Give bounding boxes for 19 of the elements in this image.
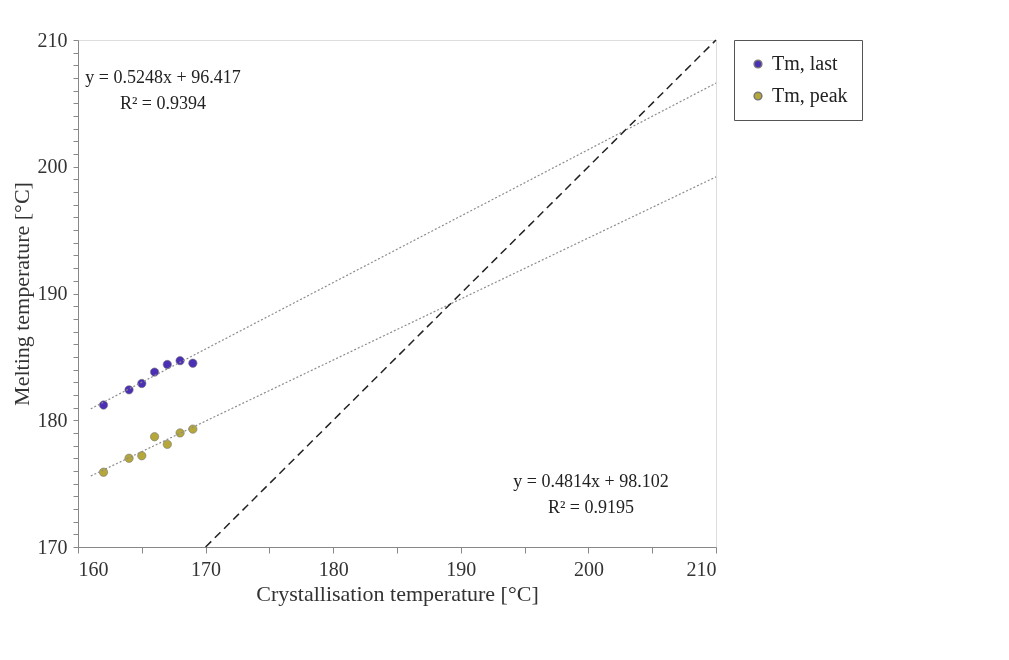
x-tick-label: 160 — [78, 557, 109, 580]
x-tick-label: 200 — [573, 557, 604, 580]
annotation: y = 0.5248x + 96.417 — [85, 67, 241, 87]
x-tick-label: 190 — [446, 557, 477, 580]
legend-label: Tm, peak — [772, 84, 848, 107]
y-tick-label: 190 — [37, 282, 68, 304]
x-axis-title: Crystallisation temperature [°C] — [256, 580, 539, 606]
x-tick-label: 180 — [318, 557, 349, 580]
y-tick-label: 170 — [37, 535, 68, 558]
x-tick-label: 210 — [686, 557, 717, 580]
annotation: R² = 0.9195 — [547, 497, 635, 517]
annotation: y = 0.4814x + 98.102 — [513, 471, 669, 491]
y-tick-label: 210 — [37, 28, 68, 51]
legend-label: Tm, last — [772, 52, 838, 74]
x-tick-label: 170 — [191, 557, 222, 580]
y-axis-title: Melting temperature [°C] — [8, 182, 34, 406]
y-tick-label: 200 — [37, 155, 68, 178]
y-tick-label: 180 — [37, 408, 68, 431]
annotation: R² = 0.9394 — [119, 93, 207, 113]
